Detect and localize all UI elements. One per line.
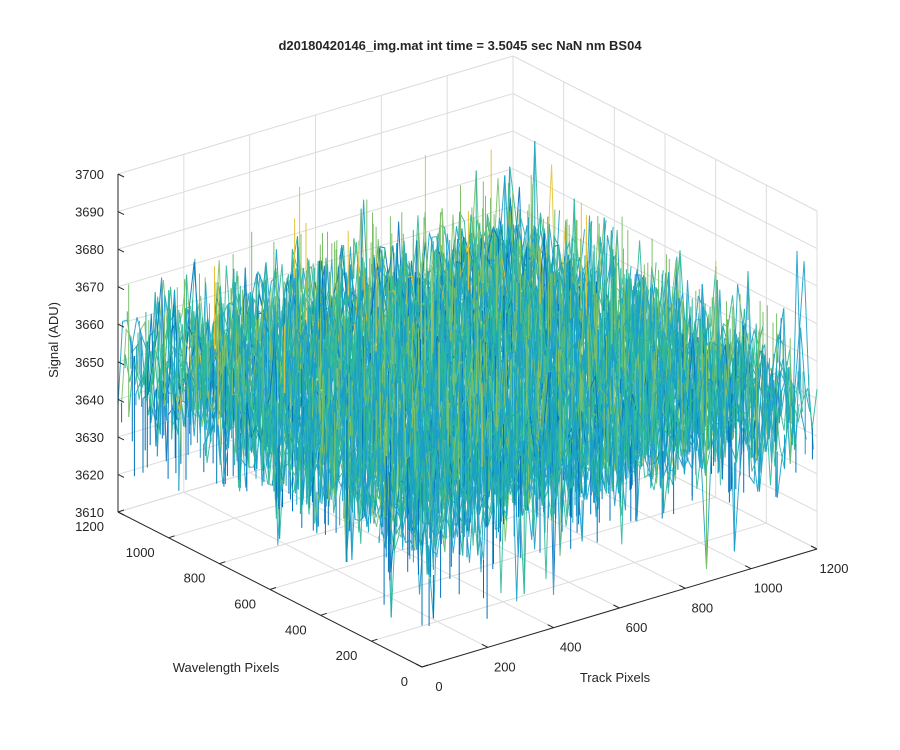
x-tick-mark [810, 545, 818, 550]
z-tick-label: 3660 [75, 317, 104, 332]
z-tick-label: 3680 [75, 242, 104, 257]
z-tick-mark [117, 286, 125, 291]
y-tick-label: 600 [234, 597, 256, 612]
x-tick-label: 1000 [754, 581, 783, 596]
surface-row-line [417, 261, 814, 569]
y-tick-label: 0 [401, 674, 408, 689]
z-tick-mark [117, 361, 125, 366]
surface-layer [117, 140, 818, 627]
z-tick-mark [117, 211, 125, 216]
x-tick-mark [547, 624, 554, 629]
z-tick-mark [117, 511, 125, 516]
y-axis-label: Wavelength Pixels [173, 660, 280, 675]
z-tick-mark [117, 323, 125, 328]
y-tick-mark [219, 561, 226, 565]
y-tick-mark [421, 664, 429, 668]
y-tick-label: 1200 [75, 519, 104, 534]
x-tick-label: 400 [560, 640, 582, 655]
chart-title: d20180420146_img.mat int time = 3.5045 s… [278, 38, 642, 53]
x-tick-label: 1200 [820, 561, 849, 576]
x-tick-label: 0 [435, 679, 442, 694]
z-tick-label: 3690 [75, 205, 104, 220]
x-tick-label: 800 [691, 600, 713, 615]
wall-grid-line [512, 93, 818, 250]
wall-grid-line [117, 205, 514, 325]
z-tick-label: 3630 [75, 430, 104, 445]
y-tick-mark [117, 509, 125, 513]
z-axis-label: Signal (ADU) [46, 302, 61, 378]
y-tick-mark [168, 535, 175, 539]
wall-grid-line [117, 93, 514, 213]
z-tick-label: 3620 [75, 467, 104, 482]
z-tick-mark [117, 436, 125, 441]
wall-grid-line [512, 168, 818, 325]
z-tick-label: 3650 [75, 355, 104, 370]
z-tick-label: 3670 [75, 280, 104, 295]
surface-row-line [414, 318, 811, 619]
x-tick-mark [679, 584, 686, 589]
surface-row-line [421, 348, 818, 594]
x-tick-mark [613, 604, 620, 609]
z-tick-label: 3700 [75, 167, 104, 182]
wall-grid-line [117, 168, 514, 288]
z-tick-mark [117, 248, 125, 253]
wall-grid-line [117, 55, 514, 175]
y-tick-label: 1000 [126, 545, 155, 560]
surface-row-line [267, 257, 664, 560]
wall-grid-line [512, 130, 818, 287]
surface-row-line [310, 280, 707, 481]
y-tick-mark [371, 638, 378, 642]
floor-grid-line [371, 522, 767, 642]
x-tick-label: 600 [626, 620, 648, 635]
y-tick-label: 200 [336, 648, 358, 663]
x-tick-mark [481, 643, 489, 648]
z-tick-mark [117, 473, 125, 478]
z-tick-mark [117, 173, 125, 178]
wall-grid-line [512, 55, 818, 212]
y-tick-mark [320, 612, 327, 616]
z-tick-label: 3640 [75, 392, 104, 407]
x-tick-label: 200 [494, 659, 516, 674]
y-tick-label: 400 [285, 622, 307, 637]
x-axis-label: Track Pixels [580, 670, 651, 685]
x-tick-mark [744, 565, 752, 570]
x-tick-mark [415, 663, 423, 668]
z-tick-mark [117, 398, 125, 403]
wall-grid-line [117, 130, 514, 250]
z-tick-label: 3610 [75, 505, 104, 520]
y-tick-label: 800 [184, 571, 206, 586]
y-tick-mark [269, 587, 277, 590]
ticks-layer: 0 200 400 600 800 1000 1200 0 200 400 600 800 1000 12… [75, 167, 848, 694]
